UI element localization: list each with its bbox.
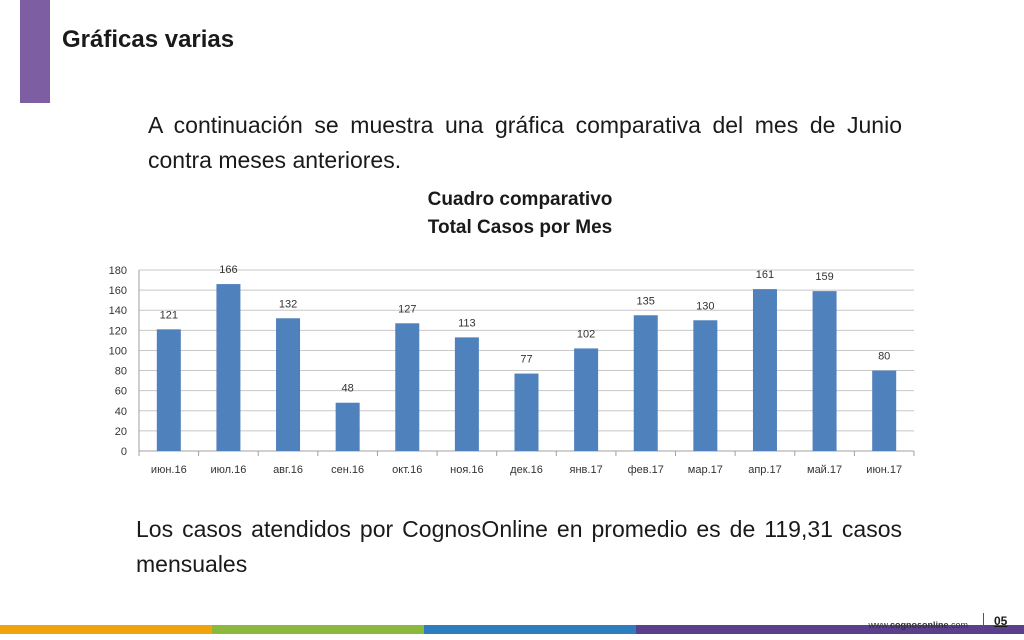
bar <box>752 289 777 451</box>
footer-url-brand: cognosonline <box>889 620 949 630</box>
footer-url-prefix: www. <box>868 620 890 630</box>
bar <box>693 320 718 451</box>
footer-strip-segment <box>0 625 212 634</box>
y-tick-label: 120 <box>109 325 127 337</box>
bar <box>454 337 479 451</box>
bar <box>276 318 301 451</box>
bar <box>395 323 420 451</box>
y-tick-label: 0 <box>121 446 127 458</box>
x-tick-label: мар.17 <box>688 464 723 476</box>
y-tick-label: 80 <box>115 366 127 378</box>
footer-strip-segment <box>636 625 1024 634</box>
x-tick-label: окт.16 <box>392 464 422 476</box>
data-label: 48 <box>342 383 354 395</box>
data-label: 113 <box>458 317 476 329</box>
accent-bar <box>20 0 50 103</box>
data-label: 132 <box>279 298 297 310</box>
y-tick-label: 160 <box>109 285 127 297</box>
bar <box>872 370 897 451</box>
x-tick-label: май.17 <box>807 464 842 476</box>
y-tick-label: 180 <box>109 265 127 277</box>
bar <box>156 329 181 451</box>
y-tick-label: 40 <box>115 406 127 418</box>
data-label: 159 <box>815 271 833 283</box>
bar <box>335 402 360 451</box>
data-label: 130 <box>696 300 714 312</box>
data-label: 166 <box>219 264 237 276</box>
data-label: 127 <box>398 303 416 315</box>
x-tick-label: ноя.16 <box>450 464 483 476</box>
x-tick-label: авг.16 <box>273 464 303 476</box>
chart-title-block: Cuadro comparativo Total Casos por Mes <box>300 186 740 242</box>
intro-text: A continuación se muestra una gráfica co… <box>148 112 902 173</box>
x-tick-label: апр.17 <box>748 464 781 476</box>
x-tick-label: июл.16 <box>210 464 246 476</box>
x-tick-label: июн.17 <box>866 464 902 476</box>
page-number: 05 <box>994 614 1008 628</box>
conclusion-text: Los casos atendidos por CognosOnline en … <box>136 516 902 577</box>
bar <box>812 291 837 451</box>
y-tick-label: 60 <box>115 386 127 398</box>
bar <box>633 315 658 451</box>
footer-url[interactable]: www.cognosonline.com <box>868 620 968 630</box>
x-tick-label: сен.16 <box>331 464 364 476</box>
x-tick-label: дек.16 <box>510 464 543 476</box>
data-label: 80 <box>878 351 890 363</box>
footer-url-suffix: .com <box>948 620 968 630</box>
data-label: 135 <box>637 295 655 307</box>
x-tick-label: июн.16 <box>151 464 187 476</box>
x-tick-label: фев.17 <box>628 464 664 476</box>
footer-divider <box>983 613 984 631</box>
data-label: 121 <box>160 309 178 321</box>
slide-title: Gráficas varias <box>62 26 235 53</box>
chart-subtitle: Total Casos por Mes <box>427 217 613 238</box>
footer-strip-segment <box>212 625 424 634</box>
y-tick-label: 20 <box>115 426 127 438</box>
data-label: 161 <box>756 269 774 281</box>
data-label: 102 <box>577 328 595 340</box>
y-tick-label: 100 <box>109 345 127 357</box>
footer-strip-segment <box>424 625 636 634</box>
x-tick-label: янв.17 <box>570 464 603 476</box>
chart-title: Cuadro comparativo <box>427 189 613 210</box>
footer-color-strip <box>0 625 1024 634</box>
bar <box>514 373 539 451</box>
bar <box>216 284 241 451</box>
y-tick-label: 140 <box>109 305 127 317</box>
bar <box>574 348 599 451</box>
data-label: 77 <box>520 354 532 366</box>
